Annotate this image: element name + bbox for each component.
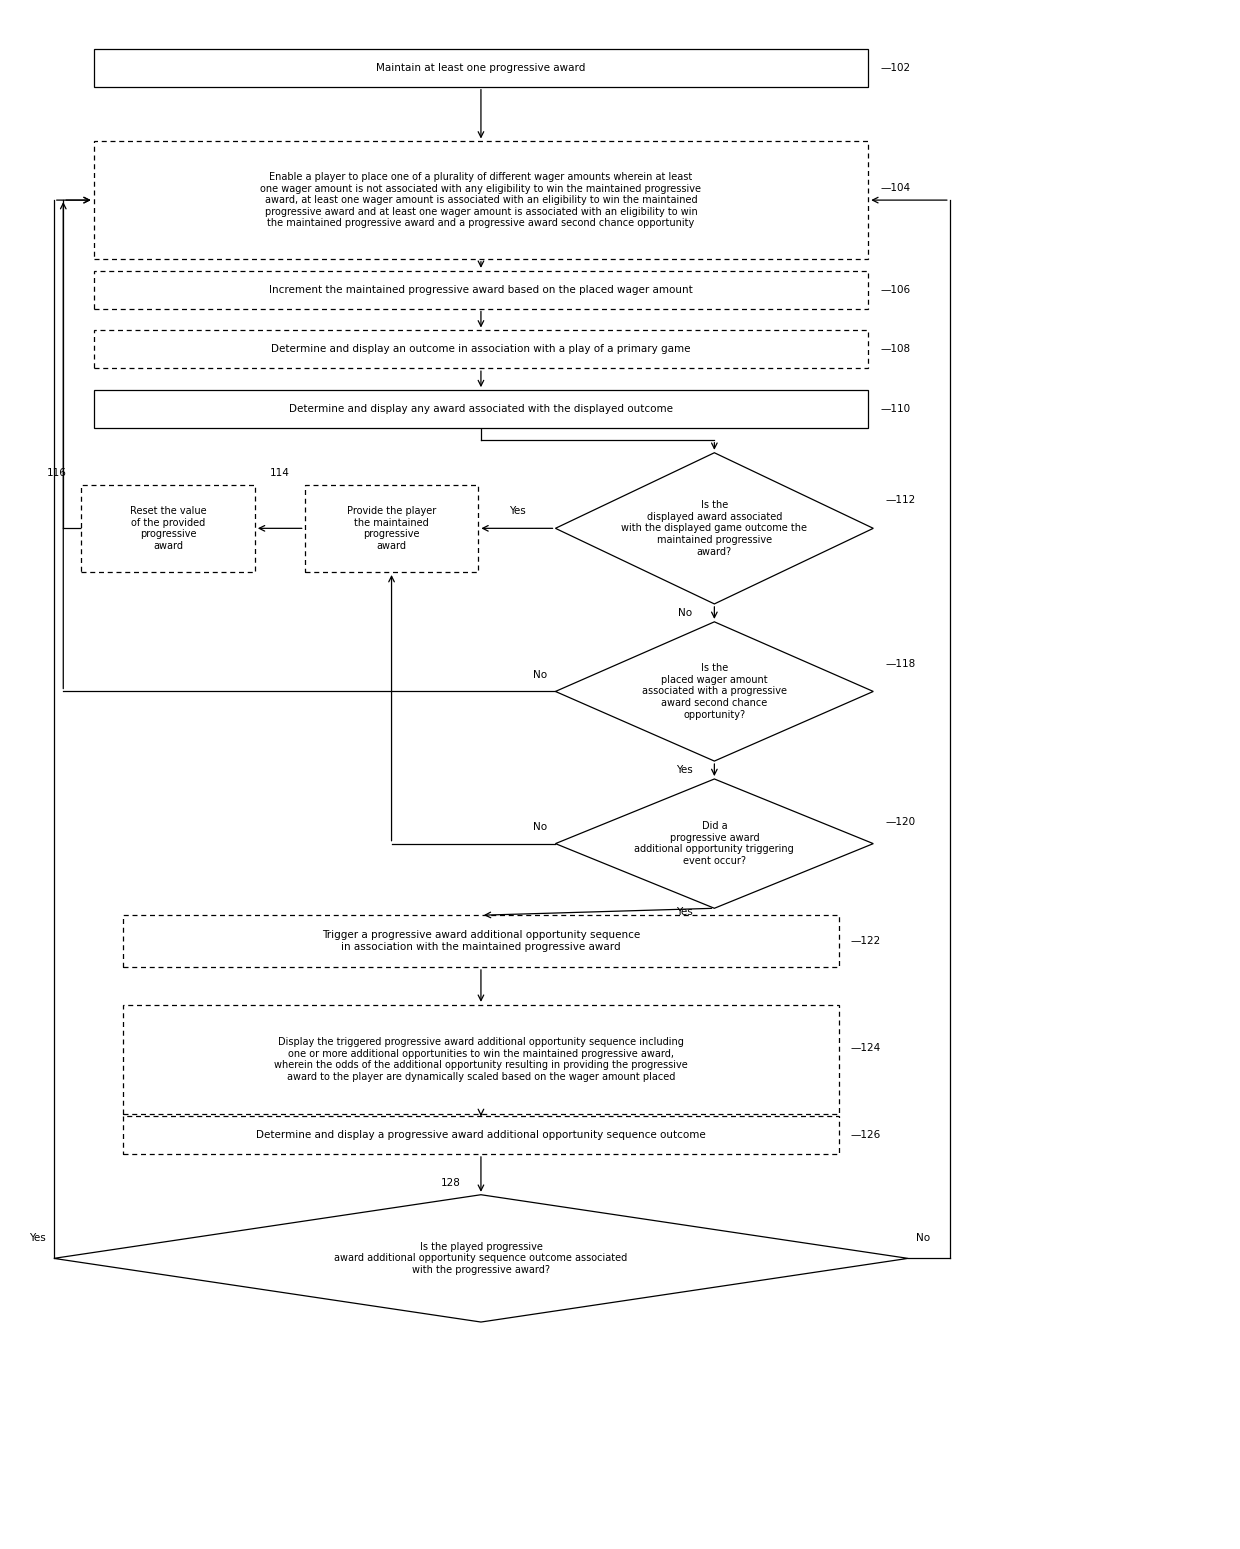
Bar [93, 50, 868, 87]
Text: Maintain at least one progressive award: Maintain at least one progressive award [376, 64, 585, 73]
Polygon shape [556, 452, 873, 604]
Text: —110: —110 [880, 404, 910, 414]
Text: 128: 128 [441, 1177, 461, 1188]
Polygon shape [556, 621, 873, 761]
Text: Is the
placed wager amount
associated with a progressive
award second chance
opp: Is the placed wager amount associated wi… [642, 663, 787, 720]
Text: —118: —118 [885, 658, 915, 669]
Text: Determine and display an outcome in association with a play of a primary game: Determine and display an outcome in asso… [272, 344, 691, 355]
Bar [305, 485, 479, 572]
Text: No: No [533, 669, 548, 680]
Polygon shape [556, 779, 873, 908]
Text: —102: —102 [880, 64, 910, 73]
Text: Yes: Yes [508, 507, 526, 516]
Text: Did a
progressive award
additional opportunity triggering
event occur?: Did a progressive award additional oppor… [635, 821, 795, 866]
Bar [93, 271, 868, 308]
Text: Yes: Yes [676, 906, 692, 917]
Bar [93, 330, 868, 369]
Text: —124: —124 [851, 1042, 880, 1052]
Text: Provide the player
the maintained
progressive
award: Provide the player the maintained progre… [347, 507, 436, 551]
Text: 116: 116 [46, 468, 66, 477]
Text: Trigger a progressive award additional opportunity sequence
in association with : Trigger a progressive award additional o… [322, 931, 640, 953]
Text: Increment the maintained progressive award based on the placed wager amount: Increment the maintained progressive awa… [269, 285, 693, 294]
Bar [93, 390, 868, 428]
Text: Enable a player to place one of a plurality of different wager amounts wherein a: Enable a player to place one of a plural… [260, 172, 702, 228]
Text: Determine and display any award associated with the displayed outcome: Determine and display any award associat… [289, 404, 673, 414]
Bar [123, 1005, 838, 1114]
Text: No: No [916, 1233, 930, 1244]
Text: —112: —112 [885, 496, 915, 505]
Text: Display the triggered progressive award additional opportunity sequence includin: Display the triggered progressive award … [274, 1038, 688, 1081]
Text: Is the played progressive
award additional opportunity sequence outcome associat: Is the played progressive award addition… [335, 1242, 627, 1275]
Polygon shape [53, 1194, 908, 1321]
Bar [123, 915, 838, 967]
Text: —106: —106 [880, 285, 910, 294]
Text: —126: —126 [851, 1131, 880, 1140]
Text: Determine and display a progressive award additional opportunity sequence outcom: Determine and display a progressive awar… [257, 1131, 706, 1140]
Bar [123, 1117, 838, 1154]
Text: —120: —120 [885, 816, 915, 827]
Text: Yes: Yes [29, 1233, 46, 1244]
Bar [93, 141, 868, 259]
Text: Is the
displayed award associated
with the displayed game outcome the
maintained: Is the displayed award associated with t… [621, 500, 807, 556]
Text: Reset the value
of the provided
progressive
award: Reset the value of the provided progress… [130, 507, 206, 551]
Text: Yes: Yes [676, 765, 692, 774]
Text: —104: —104 [880, 183, 910, 194]
Text: —108: —108 [880, 344, 910, 355]
Text: 114: 114 [270, 468, 290, 477]
Bar [81, 485, 255, 572]
Text: —122: —122 [851, 936, 880, 946]
Text: No: No [678, 607, 692, 618]
Text: No: No [533, 821, 548, 832]
